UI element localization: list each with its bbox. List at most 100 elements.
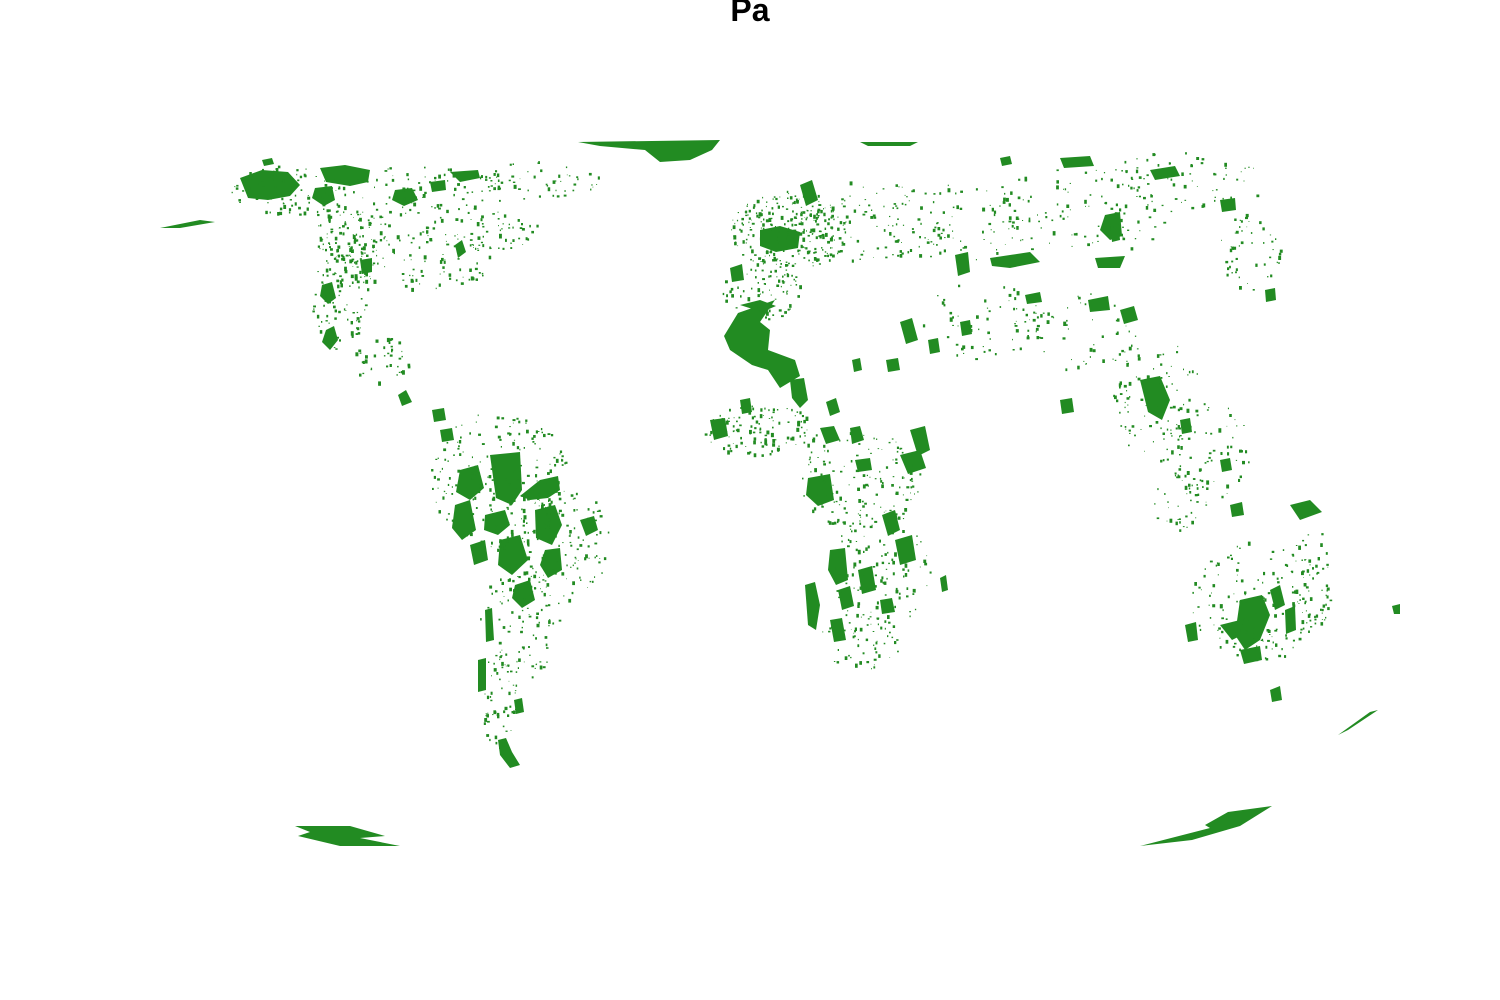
- small-protected-area: [1008, 203, 1011, 207]
- small-protected-area: [1021, 239, 1024, 241]
- small-protected-area: [1222, 609, 1224, 612]
- small-protected-area: [722, 292, 725, 296]
- small-protected-area: [520, 630, 523, 634]
- small-protected-area: [897, 254, 900, 257]
- small-protected-area: [349, 285, 351, 287]
- small-protected-area: [763, 227, 765, 229]
- small-protected-area: [1067, 328, 1069, 330]
- small-protected-area: [775, 237, 778, 241]
- small-protected-area: [495, 741, 498, 745]
- small-protected-area: [1256, 645, 1258, 647]
- small-protected-area: [446, 518, 448, 521]
- small-protected-area: [902, 224, 905, 226]
- small-protected-area: [1160, 459, 1163, 463]
- small-protected-area: [1287, 622, 1289, 624]
- small-protected-area: [864, 502, 867, 505]
- small-protected-area: [887, 517, 889, 519]
- small-protected-area: [234, 186, 236, 188]
- small-protected-area: [1171, 383, 1173, 385]
- small-protected-area: [932, 228, 936, 233]
- small-protected-area: [535, 616, 539, 620]
- small-protected-area: [794, 415, 796, 417]
- small-protected-area: [794, 195, 797, 197]
- small-protected-area: [827, 520, 830, 523]
- small-protected-area: [732, 225, 736, 230]
- small-protected-area: [844, 500, 847, 503]
- small-protected-area: [1136, 158, 1138, 160]
- small-protected-area: [749, 451, 752, 454]
- small-protected-area: [762, 196, 764, 199]
- small-protected-area: [1022, 199, 1024, 201]
- region-new-zealand: [1338, 710, 1378, 735]
- small-protected-area: [1065, 368, 1068, 372]
- small-protected-area: [866, 624, 869, 626]
- small-protected-area: [1160, 363, 1163, 366]
- small-protected-area: [466, 505, 469, 507]
- small-protected-area: [554, 488, 558, 493]
- small-protected-area: [1037, 214, 1038, 216]
- small-protected-area: [542, 579, 545, 581]
- small-protected-area: [1305, 586, 1309, 589]
- small-protected-area: [787, 193, 790, 195]
- small-protected-area: [824, 219, 827, 223]
- small-protected-area: [1146, 174, 1149, 177]
- small-protected-area: [235, 187, 239, 190]
- small-protected-area: [1128, 346, 1132, 351]
- small-protected-area: [1156, 517, 1160, 520]
- small-protected-area: [837, 619, 841, 623]
- small-protected-area: [1215, 564, 1218, 567]
- small-protected-area: [483, 547, 486, 550]
- small-protected-area: [989, 338, 991, 340]
- small-protected-area: [353, 240, 357, 244]
- small-protected-area: [1176, 424, 1178, 426]
- small-protected-area: [490, 508, 492, 511]
- small-protected-area: [905, 498, 909, 501]
- small-protected-area: [1166, 448, 1168, 451]
- small-protected-area: [870, 611, 872, 613]
- small-protected-area: [1168, 376, 1170, 377]
- small-protected-area: [1134, 238, 1137, 240]
- small-protected-area: [1186, 493, 1188, 495]
- small-protected-area: [933, 193, 936, 195]
- small-protected-area: [909, 464, 913, 468]
- small-protected-area: [1027, 329, 1030, 332]
- small-protected-area: [356, 311, 359, 314]
- small-protected-area: [937, 295, 939, 297]
- small-protected-area: [909, 611, 911, 613]
- small-protected-area: [1304, 544, 1307, 547]
- small-protected-area: [372, 250, 375, 253]
- small-protected-area: [485, 713, 487, 715]
- small-protected-area: [1126, 390, 1128, 392]
- small-protected-area: [982, 207, 986, 212]
- small-protected-area: [425, 226, 429, 230]
- small-protected-area: [786, 436, 790, 440]
- small-protected-area: [758, 257, 761, 260]
- small-protected-area: [534, 587, 537, 589]
- small-protected-area: [805, 198, 809, 202]
- small-protected-area: [956, 354, 959, 357]
- small-protected-area: [1245, 213, 1249, 218]
- small-protected-area: [1092, 300, 1094, 302]
- small-protected-area: [791, 203, 793, 205]
- small-protected-area: [577, 560, 579, 561]
- small-protected-area: [460, 503, 462, 505]
- small-protected-area: [873, 664, 875, 666]
- small-protected-area: [499, 658, 501, 661]
- small-protected-area: [1302, 612, 1303, 613]
- small-protected-area: [887, 615, 890, 619]
- small-protected-area: [899, 592, 901, 595]
- small-protected-area: [354, 274, 358, 279]
- small-protected-area: [819, 484, 821, 488]
- small-protected-area: [804, 247, 806, 249]
- small-protected-area: [417, 212, 420, 214]
- small-protected-area: [1165, 385, 1168, 388]
- small-protected-area: [516, 568, 518, 570]
- small-protected-area: [831, 228, 833, 230]
- small-protected-area: [871, 517, 874, 520]
- small-protected-area: [893, 203, 897, 205]
- small-protected-area: [536, 480, 538, 482]
- small-protected-area: [337, 210, 339, 213]
- small-protected-area: [1123, 384, 1127, 388]
- small-protected-area: [779, 266, 782, 268]
- small-protected-area: [485, 482, 487, 486]
